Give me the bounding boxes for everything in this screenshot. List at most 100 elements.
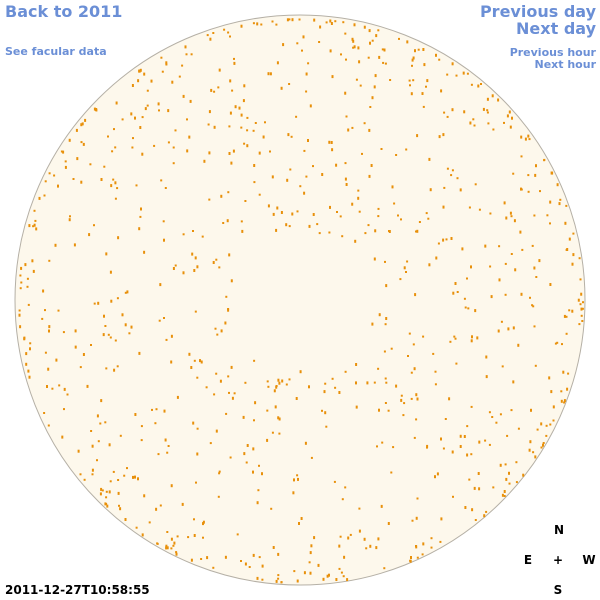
facula (329, 19, 332, 23)
facula (161, 70, 164, 73)
facula (293, 478, 295, 482)
facula (253, 164, 256, 167)
previous-day-link[interactable]: Previous day (480, 2, 597, 21)
facula (288, 225, 291, 228)
facula (495, 421, 498, 424)
facula (373, 257, 376, 261)
facula (165, 63, 168, 66)
facula (272, 212, 275, 216)
facula (233, 57, 235, 60)
facula (344, 177, 347, 181)
facula (139, 68, 142, 72)
previous-hour-link[interactable]: Previous hour (510, 46, 597, 59)
facula (240, 24, 243, 28)
facula (229, 456, 232, 459)
next-hour-link[interactable]: Next hour (535, 58, 597, 71)
facula (354, 239, 357, 243)
facula (80, 123, 83, 127)
facula (477, 84, 480, 88)
facula (232, 149, 235, 153)
facula (28, 375, 31, 379)
facula (134, 413, 137, 416)
back-link[interactable]: Back to 2011 (5, 2, 122, 21)
facula (262, 135, 265, 139)
facula (367, 224, 370, 227)
facula (527, 174, 530, 177)
facula (504, 293, 507, 296)
facula (456, 177, 459, 180)
facula (385, 317, 388, 320)
facula (343, 555, 346, 559)
facula (384, 323, 387, 326)
facula (97, 301, 100, 305)
facula (151, 408, 153, 411)
facula (166, 451, 169, 454)
facula (347, 128, 350, 132)
facula (243, 84, 246, 88)
facula (560, 390, 563, 393)
facula (578, 323, 581, 326)
facula (358, 529, 361, 533)
facula (470, 453, 473, 456)
facula (517, 427, 520, 430)
facula (344, 32, 347, 35)
facula (355, 381, 357, 385)
facula (170, 537, 173, 541)
facula (364, 232, 367, 235)
facula (104, 421, 107, 424)
facula (44, 351, 47, 354)
facula (190, 366, 193, 369)
facula (286, 18, 289, 22)
facula (380, 504, 383, 508)
facula (470, 265, 472, 269)
facula (384, 402, 387, 404)
facula (339, 215, 342, 218)
facula (234, 105, 237, 109)
facula (452, 495, 454, 498)
facula (506, 434, 509, 437)
facula (288, 83, 291, 85)
facula (218, 472, 221, 475)
facula (491, 94, 494, 98)
facula (131, 146, 134, 149)
facula (91, 468, 94, 472)
facula (224, 321, 227, 325)
facula (488, 411, 491, 414)
facula (421, 93, 424, 95)
facula (81, 122, 84, 126)
facula (135, 184, 138, 187)
facula (275, 23, 278, 26)
facula (230, 279, 233, 283)
facula (483, 514, 486, 518)
facula (163, 317, 165, 319)
facula (355, 78, 358, 81)
facula (426, 79, 429, 83)
facula (505, 477, 508, 481)
next-day-link[interactable]: Next day (516, 19, 597, 38)
facula (143, 72, 146, 76)
facula (369, 41, 371, 45)
facula (400, 398, 403, 402)
facula (503, 201, 506, 205)
facula (246, 129, 249, 132)
facula (383, 567, 386, 570)
facula (82, 353, 85, 356)
facula (491, 416, 494, 418)
facula (520, 292, 523, 296)
facula (93, 302, 96, 305)
facula (275, 579, 278, 583)
facula (82, 142, 85, 146)
facula (141, 116, 144, 119)
facula (160, 179, 163, 182)
facula (376, 445, 378, 448)
facula (269, 72, 272, 76)
facula (319, 25, 322, 29)
facula (25, 362, 28, 366)
facula (408, 332, 411, 335)
facula (426, 444, 429, 448)
facula (522, 473, 525, 477)
facula (26, 285, 29, 288)
facular-link[interactable]: See facular data (5, 45, 107, 58)
facula (527, 134, 530, 138)
